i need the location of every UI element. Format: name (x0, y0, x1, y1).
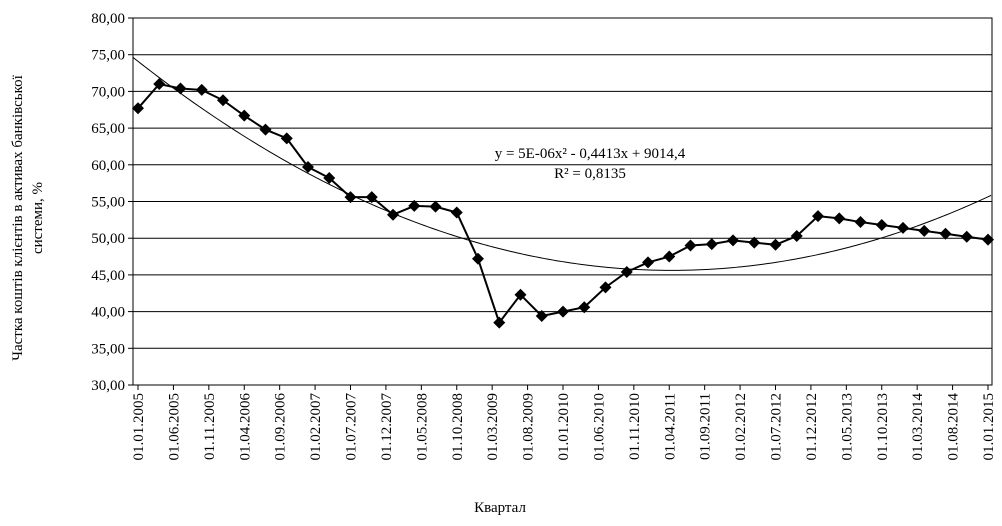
x-tick-label: 01.08.2014 (946, 393, 962, 461)
data-point (174, 82, 187, 95)
data-line (137, 82, 989, 325)
data-point (748, 236, 761, 249)
data-point (132, 102, 144, 115)
x-tick-label: 01.09.2011 (698, 393, 714, 460)
x-tick-label: 01.04.2011 (662, 393, 678, 460)
data-point (217, 94, 229, 107)
y-tick-label: 30,00 (91, 378, 125, 394)
data-point (727, 234, 739, 247)
trend-r2: R² = 0,8135 (554, 166, 626, 182)
data-point (344, 191, 357, 204)
y-axis-title: системи, % (30, 182, 46, 254)
x-tick-label: 01.06.2010 (591, 393, 607, 461)
data-point (812, 210, 824, 223)
x-axis-title: Квартал (474, 500, 526, 516)
data-point (854, 216, 867, 229)
x-tick-label: 01.12.2007 (379, 393, 395, 461)
data-point (259, 123, 272, 136)
x-tick-label: 01.06.2005 (166, 393, 182, 461)
data-point (599, 281, 612, 294)
trend-equation: y = 5E-06x² - 0,4413x + 9014,4 (495, 146, 686, 162)
data-point (918, 224, 931, 237)
y-tick-label: 35,00 (91, 341, 125, 357)
y-tick-label: 75,00 (91, 48, 125, 64)
x-tick-label: 01.02.2007 (308, 393, 324, 461)
y-tick-label: 40,00 (91, 305, 125, 321)
data-point (960, 230, 973, 243)
y-tick-label: 65,00 (91, 121, 125, 137)
y-axis-title: Частка коштів клієнтів в активах банківс… (10, 74, 26, 360)
y-tick-label: 60,00 (91, 158, 125, 174)
x-tick-label: 01.11.2005 (202, 393, 218, 460)
data-point (153, 78, 166, 91)
x-tick-label: 01.01.2005 (131, 393, 147, 461)
x-tick-label: 01.01.2015 (981, 393, 997, 461)
data-point (982, 233, 994, 246)
y-tick-label: 80,00 (91, 11, 125, 27)
y-tick-label: 50,00 (91, 231, 125, 247)
data-point (535, 310, 548, 323)
y-tick-label: 55,00 (91, 195, 125, 211)
data-point (769, 238, 782, 251)
x-tick-label: 01.07.2007 (344, 393, 360, 461)
data-point (705, 238, 718, 251)
data-point (450, 206, 463, 219)
x-tick-label: 01.05.2013 (839, 393, 855, 461)
x-tick-label: 01.12.2012 (804, 393, 820, 461)
data-point (472, 252, 484, 265)
data-point (493, 316, 506, 329)
x-tick-label: 01.09.2006 (273, 393, 289, 461)
data-point (578, 301, 591, 314)
data-point (642, 256, 654, 269)
data-point (620, 265, 633, 278)
y-tick-label: 70,00 (91, 84, 125, 100)
data-point (387, 208, 399, 221)
x-tick-label: 01.02.2012 (733, 393, 749, 461)
x-tick-label: 01.08.2009 (521, 393, 537, 461)
data-point (939, 227, 952, 240)
x-tick-label: 01.03.2009 (485, 393, 501, 461)
data-point (280, 132, 293, 145)
data-point (365, 191, 378, 204)
data-point (195, 83, 208, 96)
x-tick-label: 01.10.2008 (450, 393, 466, 461)
data-point (557, 305, 569, 318)
x-tick-label: 01.07.2012 (769, 393, 785, 461)
data-point (833, 212, 846, 225)
data-point (408, 199, 421, 212)
data-point (684, 239, 697, 252)
data-point (238, 109, 251, 122)
data-point (514, 288, 527, 301)
trendline (132, 56, 992, 271)
x-tick-label: 01.04.2006 (237, 393, 253, 461)
x-tick-label: 01.11.2010 (627, 393, 643, 460)
x-tick-label: 01.03.2014 (910, 393, 926, 461)
data-point (875, 218, 888, 231)
x-tick-label: 01.05.2008 (414, 393, 430, 461)
data-point (302, 161, 314, 174)
data-point (663, 250, 676, 263)
y-tick-label: 45,00 (91, 268, 125, 284)
data-point (897, 221, 909, 234)
x-tick-label: 01.01.2010 (556, 393, 572, 461)
data-point (429, 200, 442, 213)
x-tick-label: 01.10.2013 (875, 393, 891, 461)
data-point (323, 172, 336, 185)
data-point (790, 229, 803, 242)
